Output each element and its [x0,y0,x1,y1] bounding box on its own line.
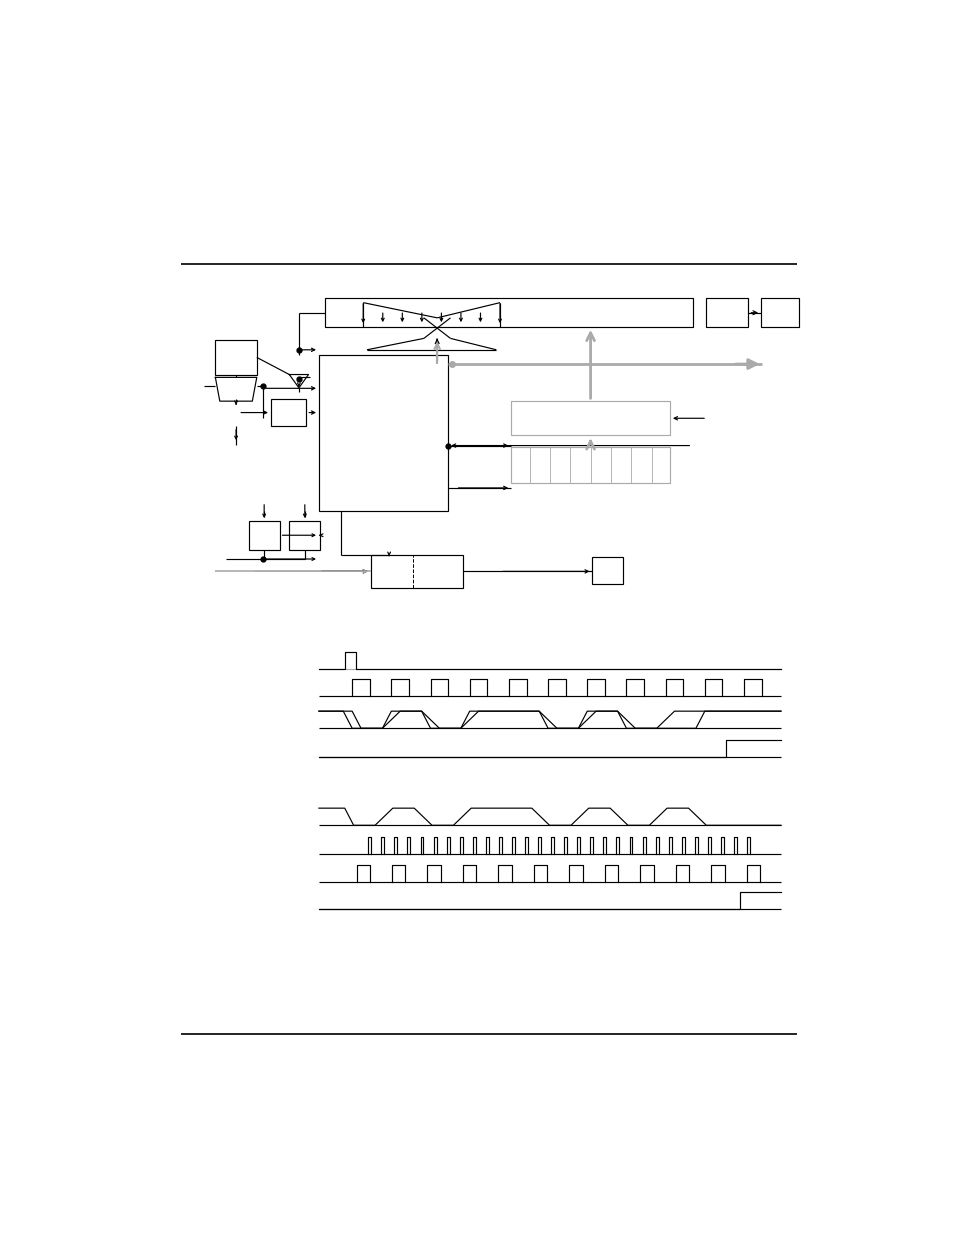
Bar [318,354,448,511]
Bar [511,447,669,483]
Bar [592,557,623,584]
Bar [705,299,748,327]
Bar [324,299,692,327]
Bar [271,399,306,426]
Bar [249,521,279,550]
Bar [760,299,799,327]
Bar [511,401,669,436]
Bar [215,341,256,374]
Bar [370,556,462,588]
Bar [289,521,320,550]
